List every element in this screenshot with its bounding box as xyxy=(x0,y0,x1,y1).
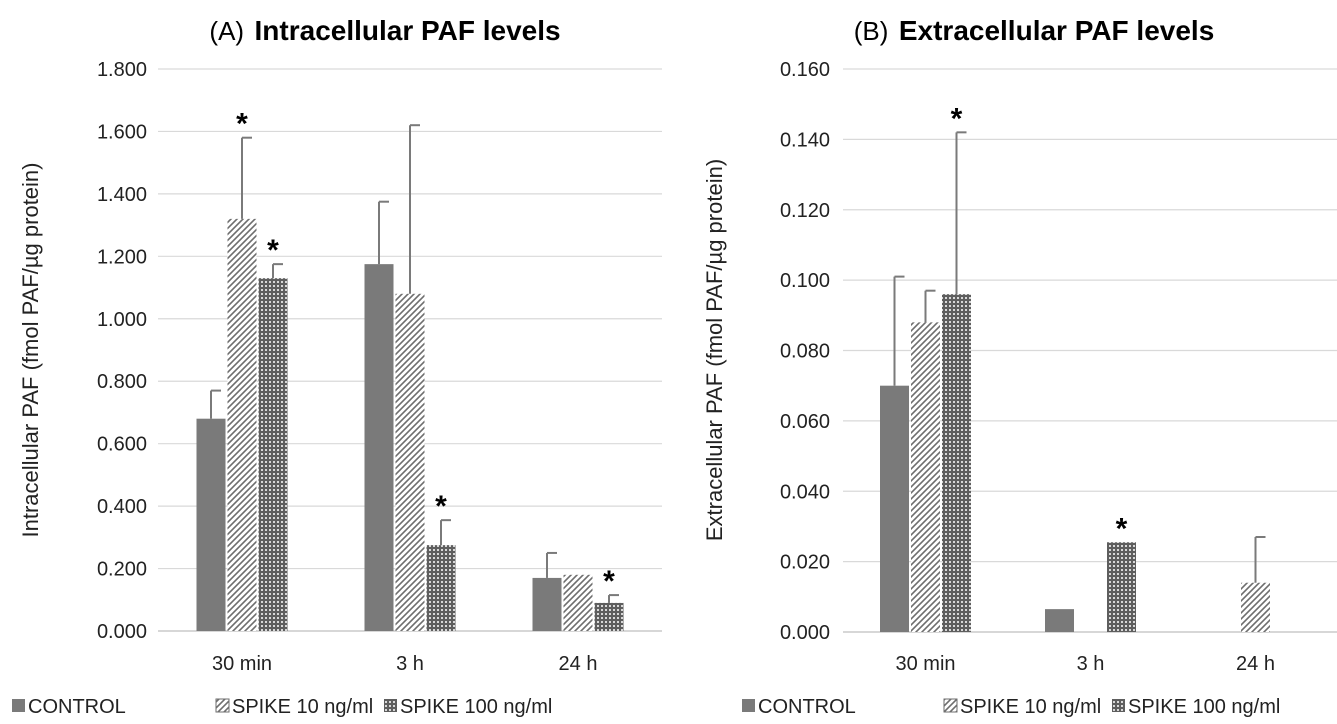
y-tick-label: 1.400 xyxy=(97,184,147,206)
bar xyxy=(1045,609,1074,632)
x-tick-label: 24 h xyxy=(1236,653,1275,675)
y-tick-label: 0.040 xyxy=(780,481,830,503)
y-tick-label: 1.600 xyxy=(97,121,147,143)
y-axis-label: Intracellular PAF (fmol PAF/µg protein) xyxy=(18,163,43,538)
bar xyxy=(364,264,394,631)
bar xyxy=(563,574,593,631)
x-tick-label: 3 h xyxy=(1077,653,1105,675)
chart-title-text: Intracellular PAF levels xyxy=(255,15,561,46)
bar xyxy=(532,577,562,631)
bar xyxy=(196,418,226,631)
significance-marker: * xyxy=(1116,512,1128,545)
legend-swatch xyxy=(742,699,755,712)
x-tick-label: 3 h xyxy=(396,653,424,675)
y-tick-label: 1.800 xyxy=(97,59,147,81)
y-tick-label: 1.000 xyxy=(97,309,147,331)
tick-labels: 0.000 0.200 0.400 0.600 0.800 1.000 1.200 1.400… xyxy=(97,59,598,675)
tick-labels: 0.000 0.020 0.040 0.060 0.080 0.100 0.120 0.140… xyxy=(780,59,1275,675)
legend-label: SPIKE 100 ng/ml xyxy=(1128,696,1280,718)
legend-swatch xyxy=(384,699,397,712)
y-tick-label: 1.200 xyxy=(97,246,147,268)
legend-swatch xyxy=(12,699,25,712)
y-tick-label: 0.120 xyxy=(780,200,830,222)
bar xyxy=(911,322,940,632)
legend: CONTROL SPIKE 10 ng/ml SPIKE 100 ng/ml xyxy=(742,696,1280,718)
chart-panel-b: (B) Extracellular PAF levels Extracellul… xyxy=(702,15,1337,718)
chart-title-prefix: (A) xyxy=(209,16,244,46)
bar xyxy=(942,294,971,632)
bar xyxy=(1241,582,1270,632)
bar xyxy=(1107,542,1136,632)
y-tick-label: 0.080 xyxy=(780,341,830,363)
y-axis-label: Extracellular PAF (fmol PAF/µg protein) xyxy=(702,159,727,541)
bar xyxy=(880,385,909,632)
legend-swatch xyxy=(1112,699,1125,712)
y-tick-label: 0.400 xyxy=(97,496,147,518)
bar xyxy=(395,293,425,631)
legend: CONTROL SPIKE 10 ng/ml SPIKE 100 ng/ml xyxy=(12,696,552,718)
x-tick-label: 24 h xyxy=(559,653,598,675)
bar xyxy=(426,545,456,631)
legend-label: SPIKE 10 ng/ml xyxy=(232,696,373,718)
significance-marker: * xyxy=(603,565,615,598)
significance-marker: * xyxy=(435,490,447,523)
y-tick-label: 0.060 xyxy=(780,411,830,433)
chart-panel-a: (A) Intracellular PAF levels Intracellul… xyxy=(12,15,662,718)
y-tick-label: 0.600 xyxy=(97,434,147,456)
significance-marker: * xyxy=(267,234,279,267)
bars: ** xyxy=(880,102,1270,632)
bar xyxy=(258,278,288,631)
chart-title-a: (A) Intracellular PAF levels xyxy=(209,15,560,46)
bars: * * * * xyxy=(196,108,624,631)
bar xyxy=(594,602,624,631)
y-tick-label: 0.000 xyxy=(780,622,830,644)
y-tick-label: 0.100 xyxy=(780,270,830,292)
y-tick-label: 0.200 xyxy=(97,559,147,581)
chart-title-b: (B) Extracellular PAF levels xyxy=(854,15,1215,46)
y-tick-label: 0.160 xyxy=(780,59,830,81)
y-tick-label: 0.020 xyxy=(780,552,830,574)
legend-label: CONTROL xyxy=(758,696,856,718)
legend-label: SPIKE 100 ng/ml xyxy=(400,696,552,718)
legend-swatch xyxy=(943,698,958,713)
legend-label: SPIKE 10 ng/ml xyxy=(960,696,1101,718)
chart-title-text: Extracellular PAF levels xyxy=(899,15,1214,46)
significance-marker: * xyxy=(236,108,248,141)
x-tick-label: 30 min xyxy=(212,653,272,675)
legend-label: CONTROL xyxy=(28,696,126,718)
x-tick-label: 30 min xyxy=(895,653,955,675)
legend-swatch xyxy=(215,698,230,713)
bar xyxy=(227,218,257,631)
chart-title-prefix: (B) xyxy=(854,16,889,46)
y-tick-label: 0.000 xyxy=(97,621,147,643)
significance-marker: * xyxy=(951,102,963,135)
y-tick-label: 0.140 xyxy=(780,129,830,151)
y-tick-label: 0.800 xyxy=(97,371,147,393)
